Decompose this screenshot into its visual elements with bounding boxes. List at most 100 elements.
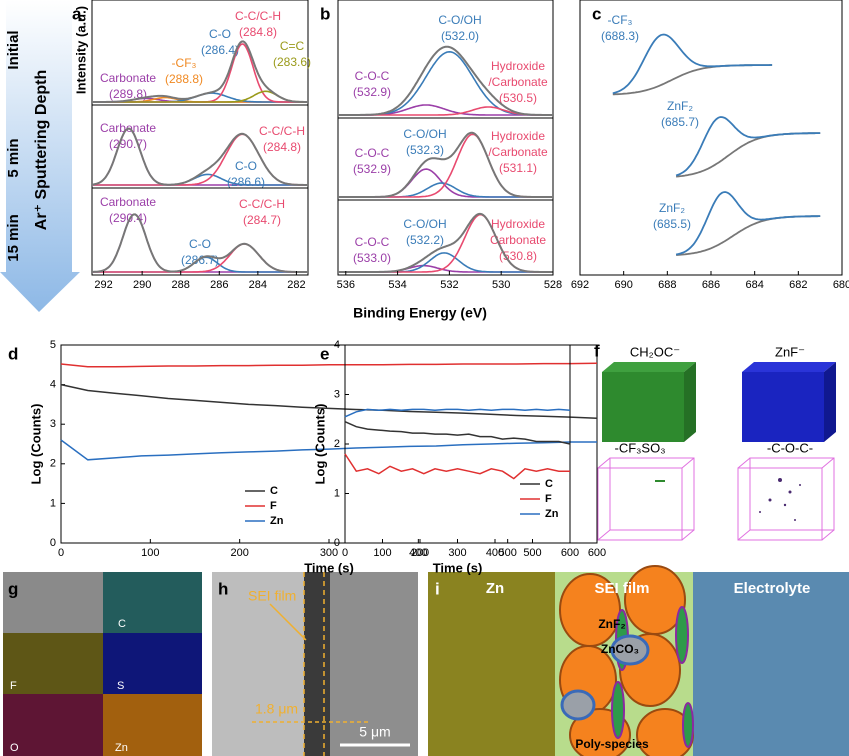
peak-label: (288.8): [165, 72, 203, 86]
series-line: [60, 362, 598, 368]
legend-label: C: [270, 485, 278, 497]
depth-arrow: [0, 0, 80, 312]
x-tick-label: 692: [571, 279, 589, 291]
cube-frame: [597, 457, 835, 541]
x-tick-label: 300: [320, 547, 338, 559]
cube-image: [742, 362, 836, 372]
cube-image: [684, 362, 696, 442]
peak-label: (289.8): [109, 87, 147, 101]
y-tick-label: 2: [334, 438, 340, 450]
peak-label: (532.2): [406, 233, 444, 247]
x-tick-label: 0: [342, 547, 348, 559]
x-axis-title: Time (s): [304, 560, 354, 575]
fit-peak: [675, 116, 821, 177]
image-label: F: [10, 680, 17, 692]
panel-letter: h: [218, 579, 228, 598]
y-axis-title: Intensity (a.u.): [73, 6, 88, 94]
x-tick-label: 530: [492, 279, 510, 291]
peak-label: (290.4): [109, 211, 147, 225]
peak-label: (286.7): [181, 253, 219, 267]
sem-image: [212, 572, 304, 756]
eds-map: [3, 694, 103, 756]
x-tick-label: 680: [833, 279, 849, 291]
legend-label: C: [545, 478, 553, 490]
y-tick-label: 3: [50, 418, 56, 430]
peak-label: -CF₃: [608, 13, 633, 27]
x-axis-title: Binding Energy (eV): [353, 305, 487, 321]
peak-label: (532.9): [353, 85, 391, 99]
x-tick-label: 532: [440, 279, 458, 291]
x-tick-label: 400: [486, 547, 504, 559]
x-tick-label: 500: [523, 547, 541, 559]
peak-label: C-O/OH: [403, 127, 446, 141]
panel-letter: d: [8, 344, 18, 363]
legend-label: F: [545, 493, 552, 505]
peak-label: (286.4): [201, 43, 239, 57]
image-label: CH₂OC⁻: [630, 344, 680, 359]
background: [612, 64, 773, 96]
x-axis-title: Time (s): [433, 560, 483, 575]
subplot-frame: [91, 187, 309, 276]
peak-label: C-O-C: [355, 146, 390, 160]
peak-label: (688.3): [601, 29, 639, 43]
stage-label: 5 min: [5, 138, 22, 177]
peak-label: (532.9): [353, 162, 391, 176]
x-tick-label: 500: [498, 547, 516, 559]
fit-envelope: [338, 212, 553, 273]
y-axis-title: Log (Counts): [28, 404, 43, 485]
eds-map: [103, 633, 202, 694]
series-line: [344, 408, 571, 418]
x-tick-label: 292: [94, 279, 112, 291]
image-label: SEI film: [248, 588, 296, 604]
image-label: Zn: [115, 742, 128, 754]
image-label: C: [118, 618, 126, 630]
x-tick-label: 600: [588, 547, 606, 559]
peak-label: (531.1): [499, 161, 537, 175]
x-tick-label: 288: [172, 279, 190, 291]
image-label: O: [10, 742, 19, 754]
panel-h: h SEI film 1.8 μm 5 μm: [212, 572, 418, 756]
particle: [559, 565, 694, 756]
x-tick-label: 282: [287, 279, 305, 291]
peak-label: Hydroxide: [491, 129, 545, 143]
x-tick-label: 688: [658, 279, 676, 291]
peak-label: (284.7): [243, 213, 281, 227]
electrolyte-image: [693, 572, 849, 756]
eds-map: [3, 572, 103, 633]
peak-label: (685.7): [661, 115, 699, 129]
cube-image: [602, 372, 684, 442]
cube-image: [824, 362, 836, 442]
fit-envelope: [92, 40, 308, 103]
series-line: [60, 439, 597, 461]
x-tick-label: 528: [544, 279, 562, 291]
image-label: Zn: [486, 580, 504, 597]
peak-label: ZnF₂: [659, 201, 685, 215]
y-tick-label: 5: [50, 339, 56, 351]
image-label: Electrolyte: [734, 580, 811, 597]
pointer: [269, 603, 307, 641]
peak-label: Carbonate: [490, 233, 546, 247]
fit-peak: [675, 191, 821, 256]
image-label: ZnF⁻: [775, 344, 805, 359]
legend-label: Zn: [545, 508, 559, 520]
panel-letter: i: [435, 579, 440, 598]
peak-label: C-C/C-H: [259, 124, 305, 138]
sem-image: [304, 572, 330, 756]
y-tick-label: 4: [334, 339, 340, 351]
background: [676, 215, 821, 256]
peak-label: Carbonate: [100, 71, 156, 85]
peak-label: (530.5): [499, 91, 537, 105]
cube-image: [602, 362, 696, 372]
image-label: Poly-species: [575, 737, 649, 751]
image-label: -C-O-C-: [767, 440, 813, 455]
zn-image: [428, 572, 555, 756]
x-tick-label: 200: [411, 547, 429, 559]
peak-label: C-O-C: [355, 235, 390, 249]
fit-peak: [612, 33, 773, 95]
x-tick-label: 0: [58, 547, 64, 559]
peak-label: C-O: [209, 27, 231, 41]
x-tick-label: 600: [561, 547, 579, 559]
peak-label: Hydroxide: [491, 59, 545, 73]
peak-label: (685.5): [653, 217, 691, 231]
x-tick-label: 290: [133, 279, 151, 291]
